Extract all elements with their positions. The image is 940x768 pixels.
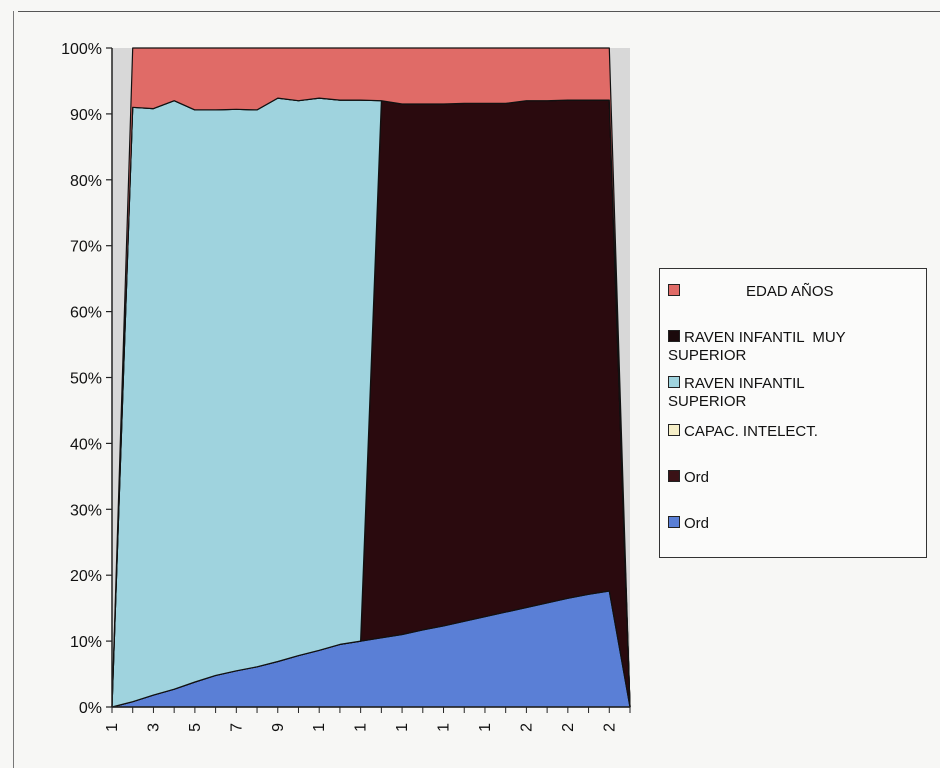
frame-top-border: [18, 11, 940, 12]
legend-swatch: [668, 424, 680, 437]
legend-item-raven-superior: RAVEN INFANTIL SUPERIOR: [668, 375, 922, 411]
y-tick-label: 80%: [70, 173, 102, 190]
y-tick-label: 50%: [70, 371, 102, 388]
y-axis-ticks: 0% 10% 20% 30% 40% 50% 60% 70% 80% 90% 100%: [61, 41, 112, 717]
x-tick-label: 1: [477, 723, 494, 732]
x-tick-label: 2: [601, 723, 618, 732]
legend-item-capac-intelect: CAPAC. INTELECT.: [668, 423, 922, 441]
y-tick-label: 60%: [70, 305, 102, 322]
y-tick-label: 70%: [70, 239, 102, 256]
legend-swatch: [668, 376, 680, 389]
legend-swatch: [668, 284, 680, 297]
y-tick-label: 20%: [70, 568, 102, 585]
area-series-group: [111, 47, 631, 708]
y-tick-label: 100%: [61, 41, 102, 58]
legend-item-raven-muy-superior: RAVEN INFANTIL MUY SUPERIOR: [668, 329, 922, 365]
legend-label: RAVEN INFANTIL MUY SUPERIOR: [668, 329, 846, 364]
y-tick-label: 30%: [70, 502, 102, 519]
legend-item-ord-blue: Ord: [668, 515, 922, 533]
x-tick-label: 9: [270, 723, 287, 732]
legend-swatch: [668, 470, 680, 483]
legend-label: Ord: [684, 469, 710, 486]
legend-label: CAPAC. INTELECT.: [684, 423, 818, 440]
y-tick-label: 0%: [79, 700, 102, 717]
x-tick-label: 5: [187, 723, 204, 732]
x-tick-label: 2: [560, 723, 577, 732]
x-tick-label: 1: [311, 723, 328, 732]
x-tick-label: 1: [436, 723, 453, 732]
chart-legend: EDAD AÑOS RAVEN INFANTIL MUY SUPERIOR RA…: [659, 268, 927, 558]
x-tick-label: 3: [145, 723, 162, 732]
x-tick-label: 1: [104, 723, 121, 732]
x-tick-label: 2: [518, 723, 535, 732]
y-tick-label: 40%: [70, 436, 102, 453]
legend-swatch: [668, 330, 680, 343]
frame-left-border: [13, 11, 14, 768]
x-tick-label: 1: [394, 723, 411, 732]
x-tick-label: 1: [353, 723, 370, 732]
x-tick-label: 7: [228, 723, 245, 732]
legend-label: Ord: [684, 515, 710, 532]
legend-item-ord-dark: Ord: [668, 469, 922, 487]
y-tick-label: 90%: [70, 107, 102, 124]
legend-swatch: [668, 516, 680, 529]
legend-label: EDAD AÑOS: [746, 283, 834, 300]
legend-item-edad: EDAD AÑOS: [668, 283, 922, 301]
legend-label: RAVEN INFANTIL SUPERIOR: [668, 375, 805, 410]
y-tick-label: 10%: [70, 634, 102, 651]
